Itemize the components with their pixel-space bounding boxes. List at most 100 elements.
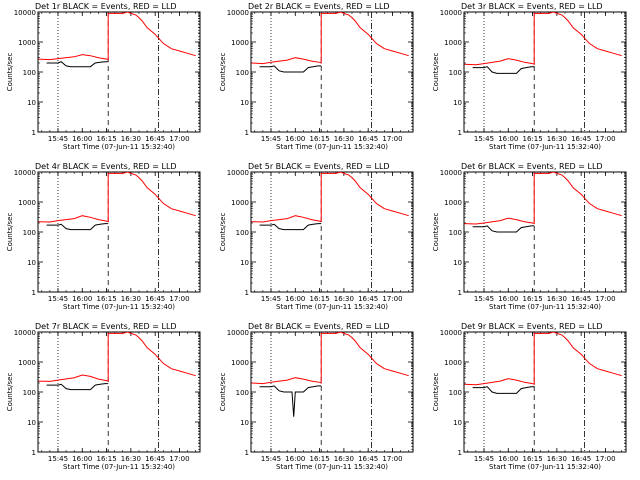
- y-tick-label: 10: [27, 259, 36, 267]
- lld-series-line: [464, 172, 622, 225]
- y-tick-label: 1: [245, 289, 249, 297]
- chart-panel: Det 3r BLACK = Events, RED = LLD 1 10 100 10…: [432, 2, 627, 151]
- plot-frame: [37, 11, 201, 133]
- y-tick-label: 100: [236, 69, 249, 77]
- x-tick-label: 16:15: [309, 295, 329, 303]
- events-series-line: [259, 65, 322, 73]
- chart-panel: Det 8r BLACK = Events, RED = LLD 1 10 100 10…: [219, 322, 414, 471]
- x-tick-label: 16:15: [96, 295, 116, 303]
- y-axis-label: Counts/sec: [219, 53, 227, 92]
- x-tick-label: 17:00: [169, 295, 189, 303]
- plot-frame: [463, 331, 627, 453]
- x-tick-label: 16:15: [522, 135, 542, 143]
- x-tick-label: 16:45: [358, 455, 378, 463]
- y-tick-label: 10000: [227, 329, 249, 337]
- lld-series-line: [464, 332, 622, 386]
- chart-title: Det 9r BLACK = Events, RED = LLD: [461, 322, 603, 331]
- y-axis-label: Counts/sec: [6, 373, 14, 412]
- x-tick-label: 17:00: [382, 295, 402, 303]
- x-tick-label: 16:00: [498, 135, 518, 143]
- chart-panel: Det 9r BLACK = Events, RED = LLD 1 10 100 10…: [432, 322, 627, 471]
- x-tick-label: 16:45: [145, 295, 165, 303]
- x-tick-label: 17:00: [169, 135, 189, 143]
- x-tick-label: 16:45: [571, 295, 591, 303]
- x-tick-label: 16:15: [96, 455, 116, 463]
- y-tick-label: 10000: [14, 9, 36, 17]
- lld-series-line: [251, 12, 409, 65]
- y-tick-label: 10: [453, 419, 462, 427]
- y-tick-label: 10: [453, 99, 462, 107]
- chart-panel: Det 7r BLACK = Events, RED = LLD 1 10 100 10…: [6, 322, 201, 471]
- events-series-line: [259, 385, 322, 417]
- y-tick-label: 1000: [18, 39, 36, 47]
- plot-frame: [37, 171, 201, 293]
- x-tick-label: 16:15: [522, 455, 542, 463]
- y-axis-label: Counts/sec: [432, 213, 440, 252]
- y-tick-label: 100: [449, 69, 462, 77]
- x-tick-label: 17:00: [595, 135, 615, 143]
- x-axis-label: Start Time (07-Jun-11 15:32:40): [63, 143, 175, 151]
- x-tick-label: 16:00: [285, 295, 305, 303]
- plot-frame: [250, 11, 414, 133]
- plot-frame: [250, 171, 414, 293]
- y-tick-label: 10: [240, 99, 249, 107]
- x-tick-label: 16:45: [358, 295, 378, 303]
- chart-panel: Det 2r BLACK = Events, RED = LLD 1 10 100 10…: [219, 2, 414, 151]
- x-tick-label: 16:30: [121, 135, 141, 143]
- x-tick-label: 16:30: [547, 135, 567, 143]
- x-tick-label: 16:30: [547, 455, 567, 463]
- y-tick-label: 10: [453, 259, 462, 267]
- x-tick-label: 17:00: [382, 135, 402, 143]
- y-tick-label: 10: [240, 259, 249, 267]
- y-tick-label: 100: [23, 229, 36, 237]
- y-axis-label: Counts/sec: [219, 213, 227, 252]
- y-tick-label: 100: [23, 69, 36, 77]
- chart-title: Det 3r BLACK = Events, RED = LLD: [461, 2, 603, 11]
- x-axis-label: Start Time (07-Jun-11 15:32:40): [276, 143, 388, 151]
- chart-panel: Det 1r BLACK = Events, RED = LLD 1 10 100 10…: [6, 2, 201, 151]
- lld-series-line: [251, 172, 409, 223]
- plot-frame: [250, 331, 414, 453]
- lld-series-line: [464, 12, 622, 66]
- chart-panel: Det 4r BLACK = Events, RED = LLD 1 10 100 10…: [6, 162, 201, 311]
- events-series-line: [46, 223, 109, 231]
- chart-title: Det 1r BLACK = Events, RED = LLD: [35, 2, 177, 11]
- x-tick-label: 15:45: [48, 455, 68, 463]
- y-tick-label: 1000: [444, 359, 462, 367]
- x-tick-label: 16:30: [547, 295, 567, 303]
- y-tick-label: 100: [236, 229, 249, 237]
- x-tick-label: 16:15: [309, 455, 329, 463]
- y-tick-label: 1000: [231, 39, 249, 47]
- plot-frame: [37, 331, 201, 453]
- x-tick-label: 16:30: [121, 455, 141, 463]
- lld-series-line: [251, 332, 409, 385]
- x-tick-label: 16:15: [522, 295, 542, 303]
- x-tick-label: 17:00: [169, 455, 189, 463]
- y-axis-label: Counts/sec: [432, 373, 440, 412]
- plot-frame: [463, 171, 627, 293]
- y-tick-label: 100: [449, 389, 462, 397]
- chart-title: Det 7r BLACK = Events, RED = LLD: [35, 322, 177, 331]
- y-tick-label: 100: [236, 389, 249, 397]
- x-tick-label: 15:45: [261, 455, 281, 463]
- y-tick-label: 10000: [440, 9, 462, 17]
- y-axis-label: Counts/sec: [219, 373, 227, 412]
- x-tick-label: 16:00: [285, 455, 305, 463]
- x-tick-label: 17:00: [595, 295, 615, 303]
- x-tick-label: 16:00: [72, 135, 92, 143]
- events-series-line: [46, 61, 109, 68]
- y-tick-label: 1000: [18, 359, 36, 367]
- x-tick-label: 16:45: [571, 135, 591, 143]
- y-tick-label: 1000: [18, 199, 36, 207]
- x-axis-label: Start Time (07-Jun-11 15:32:40): [276, 463, 388, 471]
- events-series-line: [259, 223, 322, 231]
- y-tick-label: 1: [245, 129, 249, 137]
- chart-title: Det 8r BLACK = Events, RED = LLD: [248, 322, 390, 331]
- events-series-line: [472, 386, 535, 394]
- y-tick-label: 1: [458, 129, 462, 137]
- lld-series-line: [38, 12, 196, 61]
- x-axis-label: Start Time (07-Jun-11 15:32:40): [63, 303, 175, 311]
- y-axis-label: Counts/sec: [6, 53, 14, 92]
- y-tick-label: 1: [458, 449, 462, 457]
- x-tick-label: 16:45: [358, 135, 378, 143]
